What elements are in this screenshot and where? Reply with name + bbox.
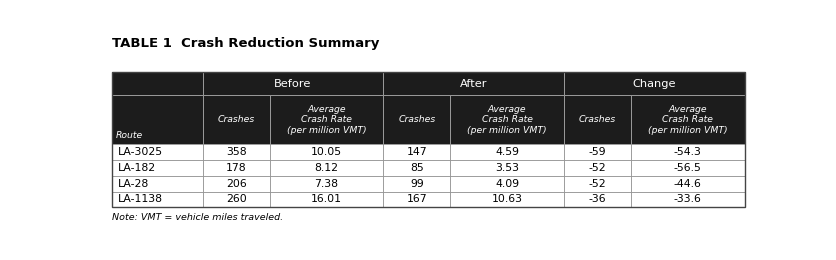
- Bar: [383, 72, 564, 95]
- Text: After: After: [460, 79, 487, 89]
- Text: 358: 358: [226, 147, 247, 157]
- Text: Average
Crash Rate
(per million VMT): Average Crash Rate (per million VMT): [287, 105, 366, 135]
- Text: -36: -36: [589, 194, 606, 205]
- Bar: [270, 176, 383, 192]
- Bar: [631, 144, 745, 160]
- Text: Before: Before: [274, 79, 312, 89]
- Text: LA-182: LA-182: [117, 163, 155, 173]
- Bar: [270, 192, 383, 207]
- Bar: [631, 176, 745, 192]
- Text: 10.63: 10.63: [492, 194, 522, 205]
- Bar: [270, 95, 383, 144]
- Text: TABLE 1  Crash Reduction Summary: TABLE 1 Crash Reduction Summary: [112, 37, 380, 50]
- Bar: [383, 95, 451, 144]
- Bar: [631, 192, 745, 207]
- Text: LA-28: LA-28: [117, 179, 149, 189]
- Text: 8.12: 8.12: [314, 163, 339, 173]
- Text: Crashes: Crashes: [579, 115, 616, 124]
- Bar: [202, 176, 270, 192]
- Text: Average
Crash Rate
(per million VMT): Average Crash Rate (per million VMT): [648, 105, 727, 135]
- Text: 206: 206: [226, 179, 247, 189]
- Text: 4.09: 4.09: [495, 179, 519, 189]
- Bar: [631, 160, 745, 176]
- Bar: [202, 160, 270, 176]
- Text: 178: 178: [226, 163, 247, 173]
- Bar: [383, 192, 451, 207]
- Bar: [270, 144, 383, 160]
- Text: 99: 99: [410, 179, 424, 189]
- Bar: [112, 192, 202, 207]
- Text: 167: 167: [406, 194, 427, 205]
- Bar: [112, 176, 202, 192]
- Bar: [564, 72, 745, 95]
- Text: Change: Change: [633, 79, 676, 89]
- Bar: [112, 160, 202, 176]
- Bar: [451, 192, 564, 207]
- Text: 3.53: 3.53: [495, 163, 519, 173]
- Text: 16.01: 16.01: [311, 194, 342, 205]
- Text: Note: VMT = vehicle miles traveled.: Note: VMT = vehicle miles traveled.: [112, 213, 283, 222]
- Text: Route: Route: [116, 131, 144, 140]
- Bar: [631, 95, 745, 144]
- Bar: [564, 176, 631, 192]
- Bar: [202, 72, 383, 95]
- Text: 147: 147: [406, 147, 427, 157]
- Text: -56.5: -56.5: [674, 163, 702, 173]
- Bar: [451, 176, 564, 192]
- Bar: [564, 192, 631, 207]
- Text: 85: 85: [410, 163, 424, 173]
- Text: Crashes: Crashes: [217, 115, 255, 124]
- Text: 4.59: 4.59: [495, 147, 519, 157]
- Bar: [112, 95, 202, 144]
- Text: -54.3: -54.3: [674, 147, 702, 157]
- Text: LA-1138: LA-1138: [117, 194, 162, 205]
- Bar: [202, 192, 270, 207]
- Text: Crashes: Crashes: [398, 115, 436, 124]
- Text: -44.6: -44.6: [674, 179, 702, 189]
- Bar: [451, 95, 564, 144]
- Text: -59: -59: [589, 147, 606, 157]
- Bar: [383, 176, 451, 192]
- Text: Average
Crash Rate
(per million VMT): Average Crash Rate (per million VMT): [467, 105, 547, 135]
- Bar: [564, 160, 631, 176]
- Text: 10.05: 10.05: [311, 147, 342, 157]
- Text: -52: -52: [589, 179, 606, 189]
- Bar: [202, 144, 270, 160]
- Text: 260: 260: [226, 194, 247, 205]
- Bar: [564, 95, 631, 144]
- Text: 7.38: 7.38: [314, 179, 339, 189]
- Text: LA-3025: LA-3025: [117, 147, 162, 157]
- Bar: [451, 160, 564, 176]
- Bar: [383, 144, 451, 160]
- Text: -33.6: -33.6: [674, 194, 702, 205]
- Bar: [202, 95, 270, 144]
- Bar: [112, 72, 745, 207]
- Bar: [383, 160, 451, 176]
- Bar: [112, 144, 202, 160]
- Bar: [451, 144, 564, 160]
- Bar: [564, 144, 631, 160]
- Bar: [112, 72, 202, 95]
- Text: -52: -52: [589, 163, 606, 173]
- Bar: [270, 160, 383, 176]
